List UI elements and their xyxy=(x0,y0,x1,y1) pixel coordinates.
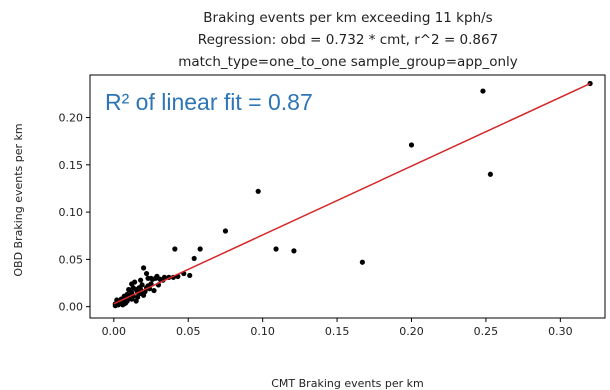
x-tick-label: 0.10 xyxy=(250,325,275,338)
x-tick-label: 0.30 xyxy=(548,325,573,338)
data-point xyxy=(133,298,139,304)
x-tick-label: 0.05 xyxy=(176,325,201,338)
data-point xyxy=(197,246,203,252)
y-tick-label: 0.05 xyxy=(59,253,84,266)
x-axis-label: CMT Braking events per km xyxy=(271,377,424,390)
data-point xyxy=(140,265,147,271)
data-point xyxy=(408,142,415,148)
data-point xyxy=(222,228,229,234)
r-squared-annotation: R² of linear fit = 0.87 xyxy=(105,89,313,115)
data-point xyxy=(138,277,144,283)
x-tick-label: 0.15 xyxy=(325,325,350,338)
data-point xyxy=(129,296,135,302)
x-tick-label: 0.25 xyxy=(474,325,499,338)
y-axis-ticks: 0.00 0.05 0.10 0.15 0.20 xyxy=(59,112,90,314)
chart-title-line-2: Regression: obd = 0.732 * cmt, r^2 = 0.8… xyxy=(198,32,498,48)
data-point xyxy=(126,287,132,293)
data-point xyxy=(145,275,151,281)
fit-line-layer xyxy=(113,82,591,305)
data-point xyxy=(151,287,157,294)
chart-title-line-1: Braking events per km exceeding 11 kph/s xyxy=(203,10,492,26)
plot-area-frame xyxy=(89,74,606,319)
x-tick-label: 0.00 xyxy=(102,325,127,338)
data-point xyxy=(140,292,147,298)
y-tick-label: 0.20 xyxy=(59,112,84,125)
chart-title-line-3: match_type=one_to_one sample_group=app_o… xyxy=(178,54,518,70)
data-point xyxy=(255,188,261,194)
x-tick-label: 0.20 xyxy=(399,325,424,338)
data-point xyxy=(129,281,135,287)
y-axis-label: OBD Braking events per km xyxy=(12,123,25,276)
y-tick-label: 0.00 xyxy=(59,301,84,314)
data-point xyxy=(291,248,297,254)
data-point xyxy=(172,246,178,252)
data-point xyxy=(123,300,129,306)
data-point xyxy=(273,246,279,252)
data-point xyxy=(187,272,193,279)
data-point xyxy=(191,255,197,262)
y-tick-label: 0.10 xyxy=(59,206,84,219)
data-point xyxy=(112,303,118,309)
data-point xyxy=(143,270,150,277)
y-tick-label: 0.15 xyxy=(59,159,84,172)
x-axis-ticks: 0.00 0.05 0.10 0.15 0.20 0.25 0.30 xyxy=(102,318,573,338)
data-point xyxy=(480,88,486,94)
regression-line xyxy=(113,82,591,305)
data-point xyxy=(359,259,365,265)
data-point xyxy=(487,171,493,177)
